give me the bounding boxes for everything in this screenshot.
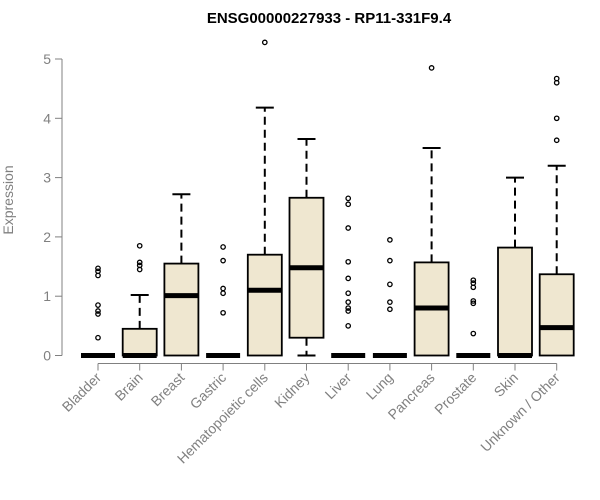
outlier-point (470, 298, 477, 304)
outlier-point (261, 39, 268, 46)
outlier-point (220, 309, 226, 316)
outlier-point (387, 281, 393, 288)
y-tick-label: 4 (43, 110, 51, 126)
outlier-point (220, 257, 226, 264)
outlier-point (220, 244, 226, 250)
outlier-point (345, 201, 352, 208)
outlier-point (345, 299, 352, 305)
x-tick-label: Bladder (59, 369, 105, 415)
outlier-point (553, 137, 560, 144)
x-tick-label: Lung (363, 369, 396, 402)
outlier-point (345, 225, 352, 231)
outlier-point (345, 195, 352, 202)
box-pancreas (413, 65, 450, 357)
y-tick-label: 0 (43, 348, 51, 364)
outlier-point (387, 306, 393, 313)
outlier-point (95, 268, 101, 275)
y-axis: 0 1 2 3 4 5 (43, 51, 63, 364)
box-kidney (288, 138, 325, 357)
outlier-point (470, 277, 477, 284)
box-iqr (497, 246, 533, 357)
x-tick-label: Unknown / Other (477, 369, 563, 455)
x-tick-label: Prostate (431, 369, 479, 417)
outlier-point (553, 115, 560, 122)
box-lung (372, 237, 407, 358)
box-gastric (206, 244, 241, 358)
x-tick-label: Kidney (271, 369, 313, 411)
outlier-point (387, 257, 393, 264)
y-tick-label: 3 (43, 170, 51, 186)
outlier-point (345, 258, 352, 265)
outlier-point (470, 300, 477, 307)
box-iqr (246, 253, 283, 357)
outlier-point (136, 242, 143, 249)
outlier-point (470, 280, 477, 287)
chart-title: ENSG00000227933 - RP11-331F9.4 (207, 10, 452, 27)
box-skin (497, 176, 533, 358)
box-hematopoietic-cells (246, 39, 283, 357)
x-tick-label: Skin (491, 369, 522, 400)
box-prostate (456, 277, 491, 358)
outlier-point (345, 322, 352, 329)
outlier-point (95, 265, 101, 272)
box-breast (163, 193, 200, 357)
outlier-point (470, 330, 477, 337)
y-axis-label: Expression (0, 165, 16, 234)
outlier-point (345, 290, 352, 297)
outlier-point (95, 311, 101, 317)
y-tick-label: 5 (43, 51, 51, 67)
outlier-point (136, 262, 143, 269)
outlier-point (345, 305, 352, 311)
outlier-point (345, 275, 352, 282)
outlier-point (95, 308, 101, 314)
outlier-point (387, 237, 393, 243)
outlier-point (220, 285, 226, 292)
box-bladder (81, 265, 115, 358)
box-iqr (121, 327, 158, 357)
outlier-point (95, 334, 101, 341)
boxes (81, 39, 575, 358)
box-liver (331, 195, 366, 358)
y-tick-label: 1 (43, 288, 51, 304)
outlier-point (95, 302, 101, 308)
x-tick-label: Brain (111, 369, 145, 403)
outlier-point (428, 65, 435, 71)
box-iqr (163, 262, 200, 357)
outlier-point (387, 299, 393, 305)
outlier-point (136, 259, 143, 266)
box-brain (121, 242, 158, 358)
x-tick-label: Breast (148, 369, 188, 409)
box-unknown-other (538, 75, 575, 357)
outlier-point (220, 290, 226, 297)
x-tick-label: Liver (322, 369, 355, 402)
outlier-point (553, 75, 560, 82)
box-iqr (538, 273, 575, 357)
y-tick-label: 2 (43, 229, 51, 245)
outlier-point (345, 308, 352, 314)
